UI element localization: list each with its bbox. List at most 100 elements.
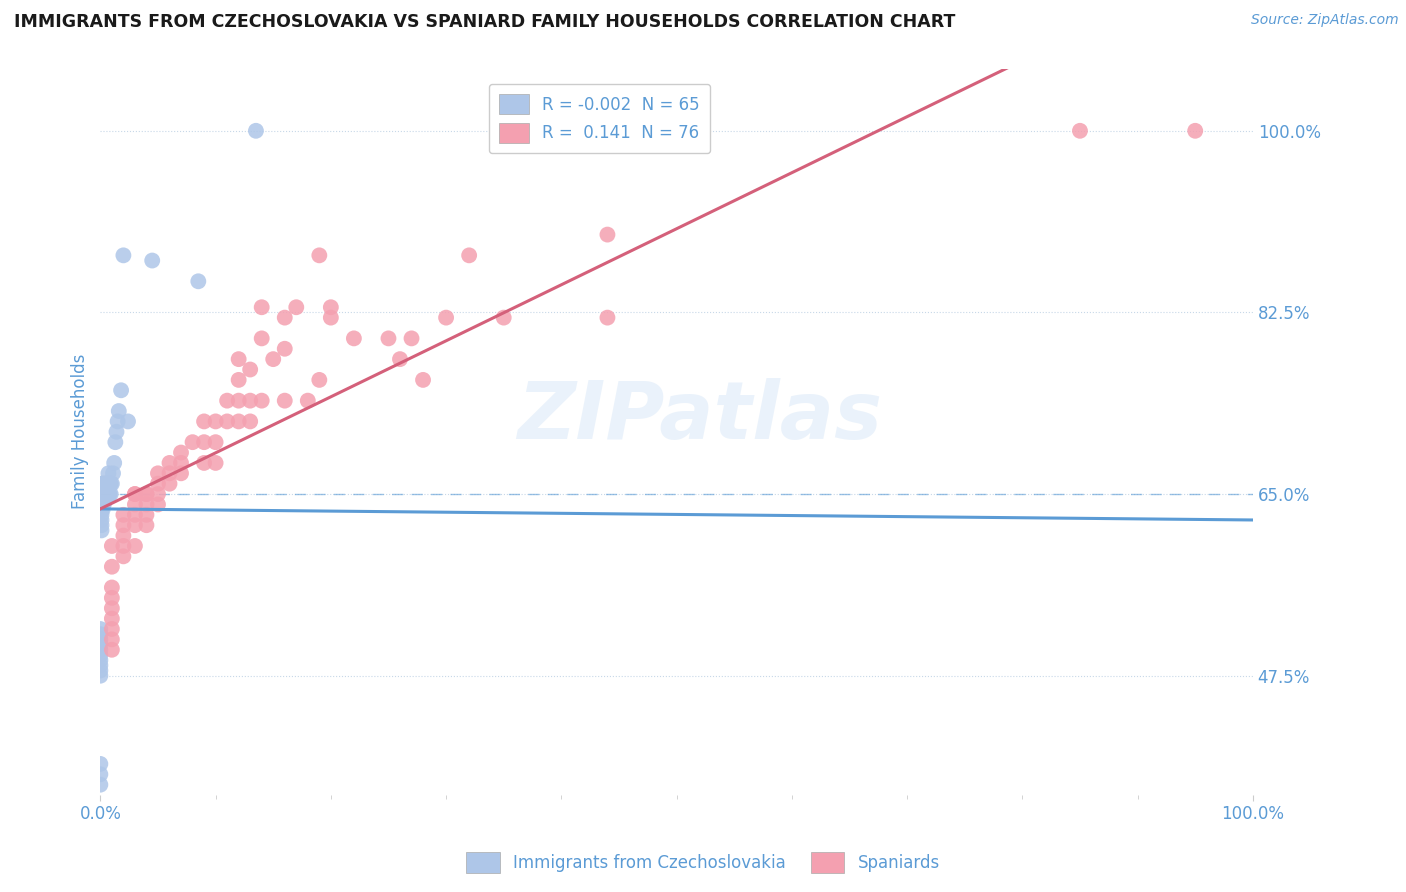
Point bbox=[217, 393, 239, 408]
Point bbox=[103, 456, 125, 470]
Point bbox=[141, 253, 163, 268]
Point bbox=[319, 300, 342, 314]
Point bbox=[96, 487, 118, 501]
Point bbox=[135, 487, 157, 501]
Point bbox=[90, 482, 112, 496]
Point bbox=[228, 352, 250, 367]
Point bbox=[285, 300, 308, 314]
Point bbox=[274, 310, 297, 325]
Point bbox=[250, 393, 273, 408]
Point bbox=[159, 467, 181, 481]
Point bbox=[193, 414, 215, 428]
Point bbox=[112, 539, 135, 553]
Point bbox=[93, 498, 115, 512]
Point bbox=[135, 518, 157, 533]
Point bbox=[596, 227, 619, 242]
Point bbox=[97, 487, 120, 501]
Point bbox=[90, 498, 112, 512]
Text: IMMIGRANTS FROM CZECHOSLOVAKIA VS SPANIARD FAMILY HOUSEHOLDS CORRELATION CHART: IMMIGRANTS FROM CZECHOSLOVAKIA VS SPANIA… bbox=[14, 13, 956, 31]
Point bbox=[262, 352, 284, 367]
Point bbox=[159, 476, 181, 491]
Point bbox=[146, 467, 169, 481]
Point bbox=[93, 492, 115, 507]
Point bbox=[107, 404, 129, 418]
Point bbox=[124, 518, 146, 533]
Text: Source: ZipAtlas.com: Source: ZipAtlas.com bbox=[1251, 13, 1399, 28]
Point bbox=[89, 767, 111, 781]
Point bbox=[181, 435, 204, 450]
Point bbox=[90, 492, 112, 507]
Point bbox=[434, 310, 457, 325]
Point bbox=[97, 467, 120, 481]
Point bbox=[89, 622, 111, 636]
Point bbox=[89, 482, 111, 496]
Point bbox=[89, 756, 111, 771]
Point bbox=[377, 331, 399, 345]
Point bbox=[124, 508, 146, 522]
Point bbox=[239, 414, 262, 428]
Point bbox=[1184, 124, 1206, 138]
Point bbox=[90, 508, 112, 522]
Point bbox=[90, 502, 112, 516]
Point bbox=[94, 476, 117, 491]
Point bbox=[250, 300, 273, 314]
Point bbox=[319, 310, 342, 325]
Point bbox=[104, 435, 127, 450]
Point bbox=[170, 456, 193, 470]
Point bbox=[492, 310, 515, 325]
Point bbox=[204, 435, 226, 450]
Point bbox=[100, 487, 122, 501]
Point bbox=[101, 632, 124, 647]
Point bbox=[89, 632, 111, 647]
Point bbox=[91, 502, 114, 516]
Point bbox=[89, 498, 111, 512]
Point bbox=[274, 342, 297, 356]
Point bbox=[204, 414, 226, 428]
Point bbox=[187, 274, 209, 288]
Point bbox=[112, 549, 135, 564]
Point bbox=[94, 492, 117, 507]
Point bbox=[89, 642, 111, 657]
Point bbox=[107, 414, 129, 428]
Point bbox=[89, 653, 111, 667]
Point bbox=[146, 476, 169, 491]
Point bbox=[239, 393, 262, 408]
Point bbox=[89, 648, 111, 662]
Point bbox=[94, 487, 117, 501]
Point bbox=[94, 487, 117, 501]
Point bbox=[98, 487, 121, 501]
Point bbox=[401, 331, 423, 345]
Point bbox=[170, 467, 193, 481]
Point bbox=[124, 498, 146, 512]
Point bbox=[245, 124, 267, 138]
Point bbox=[412, 373, 434, 387]
Point bbox=[101, 612, 124, 626]
Point bbox=[89, 476, 111, 491]
Point bbox=[90, 487, 112, 501]
Point bbox=[124, 487, 146, 501]
Point bbox=[101, 476, 124, 491]
Point bbox=[170, 445, 193, 459]
Point bbox=[91, 498, 114, 512]
Point bbox=[90, 524, 112, 538]
Point bbox=[193, 456, 215, 470]
Text: ZIPatlas: ZIPatlas bbox=[517, 378, 882, 457]
Point bbox=[90, 518, 112, 533]
Point bbox=[96, 476, 118, 491]
Point bbox=[146, 498, 169, 512]
Point bbox=[89, 492, 111, 507]
Point bbox=[112, 508, 135, 522]
Point bbox=[217, 414, 239, 428]
Point bbox=[124, 539, 146, 553]
Point bbox=[90, 489, 112, 503]
Point bbox=[98, 476, 121, 491]
Point bbox=[89, 658, 111, 673]
Point bbox=[274, 393, 297, 408]
Point bbox=[596, 310, 619, 325]
Point bbox=[228, 393, 250, 408]
Legend: Immigrants from Czechoslovakia, Spaniards: Immigrants from Czechoslovakia, Spaniard… bbox=[460, 846, 946, 880]
Point bbox=[112, 518, 135, 533]
Point bbox=[101, 622, 124, 636]
Point bbox=[101, 601, 124, 615]
Point bbox=[101, 559, 124, 574]
